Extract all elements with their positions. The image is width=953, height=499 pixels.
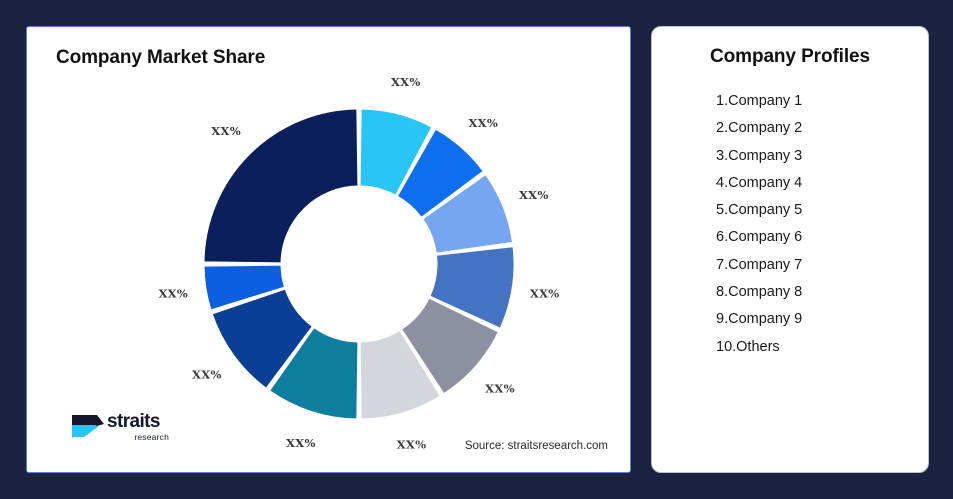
- donut-slice[interactable]: [203, 264, 286, 311]
- donut-chart-svg: XX% XX% XX% XX% XX% XX% XX% XX% XX% XX%: [158, 75, 559, 452]
- donut-chart: XX% XX% XX% XX% XX% XX% XX% XX% XX% XX%: [27, 27, 630, 472]
- logo-arrow-icon: [72, 415, 104, 438]
- list-item: 5.Company 5: [716, 202, 803, 219]
- company-profiles-list: 1.Company 1 2.Company 2 3.Company 3 4.Compa…: [652, 88, 928, 361]
- donut-slice[interactable]: [429, 246, 515, 329]
- donut-slice-label: XX%: [286, 436, 316, 450]
- donut-slice-label: XX%: [485, 381, 515, 395]
- list-item: 3.Company 3: [716, 147, 803, 164]
- list-item: 9.Company 9: [716, 311, 803, 328]
- source-attribution: Source: straitsresearch.com: [464, 440, 608, 452]
- list-item: 4.Company 4: [716, 174, 803, 191]
- list-item: 7.Company 7: [716, 256, 803, 273]
- donut-slice[interactable]: [401, 297, 499, 395]
- donut-slice-label: XX%: [468, 116, 498, 130]
- donut-slice-label: XX%: [397, 438, 427, 452]
- profiles-title: Company Profiles: [710, 46, 870, 67]
- donut-slice-label: XX%: [158, 286, 188, 300]
- donut-slice[interactable]: [359, 329, 441, 420]
- chart-card: Company Market Share XX% XX% XX% XX% XX% XX% X…: [26, 26, 631, 473]
- donut-slice-label: XX%: [519, 188, 549, 202]
- page-title: Company Market Share: [56, 47, 266, 68]
- list-item: 1.Company 1: [716, 93, 803, 109]
- donut-slice-group: [203, 108, 515, 420]
- logo-tagline: research: [134, 432, 169, 442]
- donut-slice[interactable]: [422, 173, 514, 254]
- donut-slice-label: XX%: [391, 75, 421, 89]
- straits-research-logo: straits research: [71, 410, 175, 450]
- donut-slice-label: XX%: [211, 124, 241, 138]
- logo-name: straits: [107, 411, 160, 432]
- donut-slice[interactable]: [359, 108, 433, 196]
- list-item: 2.Company 2: [716, 120, 803, 137]
- donut-slice-label: XX%: [192, 368, 222, 382]
- list-item: 6.Company 6: [716, 229, 803, 246]
- donut-slice[interactable]: [211, 288, 313, 389]
- list-item: 8.Company 8: [716, 284, 803, 301]
- donut-slice[interactable]: [268, 327, 359, 420]
- company-profiles-card: Company Profiles 1.Company 1 2.Company 2 3…: [651, 26, 929, 473]
- logo-wordmark: straits research: [107, 411, 169, 443]
- donut-label-group: XX% XX% XX% XX% XX% XX% XX% XX% XX% XX%: [158, 75, 559, 452]
- donut-slice-label: XX%: [530, 286, 560, 300]
- donut-slice[interactable]: [203, 108, 359, 264]
- list-item: 10.Others: [716, 338, 780, 355]
- donut-slice[interactable]: [396, 128, 484, 218]
